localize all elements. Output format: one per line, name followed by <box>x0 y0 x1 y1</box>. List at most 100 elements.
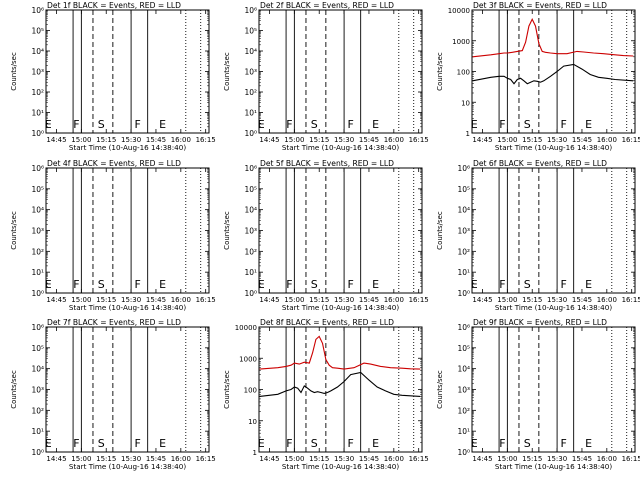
x-axis-label: Start Time (10-Aug-16 14:38:40) <box>69 462 186 471</box>
plot-frame <box>471 167 636 294</box>
interval-marker: F <box>135 437 141 450</box>
panel-6: Det 6f BLACK = Events, RED = LLD 10⁰ 10¹ 10… <box>436 159 640 312</box>
x-tick-label: 15:45 <box>359 455 379 463</box>
y-tick-label: 10¹ <box>31 268 44 277</box>
x-tick-label: 15:15 <box>309 296 329 304</box>
y-tick-label: 10⁰ <box>244 129 257 138</box>
panel-9: Det 9f BLACK = Events, RED = LLD 10⁰ 10¹ 10… <box>436 318 640 471</box>
lld-series-line <box>472 18 634 58</box>
y-tick-label: 10⁶ <box>31 323 44 332</box>
lld-series-line <box>259 335 421 370</box>
panel-title: Det 5f BLACK = Events, RED = LLD <box>260 159 394 168</box>
y-tick-label: 10⁵ <box>457 185 470 194</box>
y-tick-label: 1000 <box>452 38 470 46</box>
y-tick-label: 10⁶ <box>244 164 257 173</box>
plot-frame <box>471 326 636 453</box>
y-tick-label: 100 <box>244 387 257 395</box>
y-tick-label: 10¹ <box>31 109 44 118</box>
y-tick-label: 10² <box>244 247 257 256</box>
x-tick-label: 15:15 <box>309 455 329 463</box>
interval-marker: E <box>471 118 478 131</box>
x-tick-label: 15:45 <box>572 455 592 463</box>
interval-marker: F <box>348 118 354 131</box>
y-tick-label: 10⁰ <box>244 289 257 298</box>
y-tick-label: 10² <box>457 406 470 415</box>
interval-marker: F <box>73 118 79 131</box>
interval-marker: F <box>286 118 292 131</box>
x-tick-label: 15:45 <box>146 296 166 304</box>
panel-7: Det 7f BLACK = Events, RED = LLD 10⁰ 10¹ 10… <box>10 318 216 471</box>
x-tick-label: 15:00 <box>71 296 91 304</box>
x-tick-label: 15:45 <box>572 136 592 144</box>
interval-marker: E <box>258 278 265 291</box>
x-tick-label: 16:15 <box>622 455 640 463</box>
panel-4: Det 4f BLACK = Events, RED = LLD 10⁰ 10¹ 10… <box>10 159 216 312</box>
y-tick-label: 10³ <box>457 386 470 395</box>
plot-frame <box>258 9 423 134</box>
interval-marker: F <box>73 278 79 291</box>
y-tick-label: 10⁴ <box>244 206 257 215</box>
x-tick-label: 15:30 <box>121 136 141 144</box>
panel-title: Det 3f BLACK = Events, RED = LLD <box>473 1 607 10</box>
x-tick-label: 16:15 <box>196 296 216 304</box>
interval-marker: E <box>45 118 52 131</box>
y-tick-label: 10⁴ <box>457 206 470 215</box>
x-axis-label: Start Time (10-Aug-16 14:38:40) <box>69 303 186 312</box>
x-axis-label: Start Time (10-Aug-16 14:38:40) <box>282 303 399 312</box>
x-tick-label: 16:15 <box>622 296 640 304</box>
interval-marker: F <box>135 278 141 291</box>
y-tick-label: 1 <box>466 130 470 138</box>
interval-marker: E <box>258 437 265 450</box>
y-tick-label: 10³ <box>244 68 257 77</box>
y-axis-label: Counts/sec <box>436 370 444 409</box>
x-tick-label: 15:00 <box>71 455 91 463</box>
y-axis-label: Counts/sec <box>223 370 231 409</box>
x-tick-label: 15:30 <box>334 455 354 463</box>
x-tick-label: 16:00 <box>171 296 191 304</box>
y-tick-label: 10⁴ <box>31 47 44 56</box>
x-tick-label: 15:15 <box>522 296 542 304</box>
x-tick-label: 16:00 <box>597 455 617 463</box>
x-tick-label: 16:00 <box>171 136 191 144</box>
interval-marker: S <box>311 278 318 291</box>
x-axis-label: Start Time (10-Aug-16 14:38:40) <box>495 143 612 152</box>
x-tick-label: 15:00 <box>497 136 517 144</box>
x-tick-label: 14:45 <box>259 455 279 463</box>
interval-marker: F <box>561 118 567 131</box>
y-tick-label: 10¹ <box>31 427 44 436</box>
panel-title: Det 7f BLACK = Events, RED = LLD <box>47 318 181 327</box>
y-tick-label: 10⁰ <box>31 448 44 457</box>
y-tick-label: 10¹ <box>457 427 470 436</box>
y-tick-label: 10⁴ <box>457 365 470 374</box>
y-tick-label: 10⁶ <box>457 164 470 173</box>
interval-marker: S <box>98 278 105 291</box>
x-axis-label: Start Time (10-Aug-16 14:38:40) <box>495 462 612 471</box>
y-tick-label: 10000 <box>235 324 257 332</box>
panel-title: Det 9f BLACK = Events, RED = LLD <box>473 318 607 327</box>
x-tick-label: 15:45 <box>146 455 166 463</box>
x-tick-label: 15:30 <box>547 296 567 304</box>
interval-marker: S <box>98 118 105 131</box>
y-tick-label: 10⁶ <box>244 6 257 15</box>
plot-frame <box>471 9 636 134</box>
y-tick-label: 10³ <box>31 386 44 395</box>
y-tick-label: 10² <box>31 406 44 415</box>
x-tick-label: 14:45 <box>259 296 279 304</box>
y-axis-label: Counts/sec <box>223 52 231 91</box>
interval-marker: S <box>524 278 531 291</box>
x-tick-label: 15:15 <box>96 136 116 144</box>
interval-marker: S <box>524 437 531 450</box>
x-tick-label: 15:00 <box>71 136 91 144</box>
y-axis-label: Counts/sec <box>10 52 18 91</box>
y-axis-label: Counts/sec <box>223 211 231 250</box>
plot-frame <box>258 167 423 294</box>
interval-marker: E <box>159 437 166 450</box>
y-tick-label: 10⁴ <box>31 365 44 374</box>
panel-2: Det 2f BLACK = Events, RED = LLD 10⁰ 10¹ 10… <box>223 1 429 152</box>
events-series-line <box>472 63 634 85</box>
y-tick-label: 10⁶ <box>31 164 44 173</box>
y-tick-label: 10⁰ <box>457 289 470 298</box>
y-tick-label: 10⁴ <box>31 206 44 215</box>
x-tick-label: 14:45 <box>46 136 66 144</box>
y-tick-label: 10⁵ <box>244 185 257 194</box>
